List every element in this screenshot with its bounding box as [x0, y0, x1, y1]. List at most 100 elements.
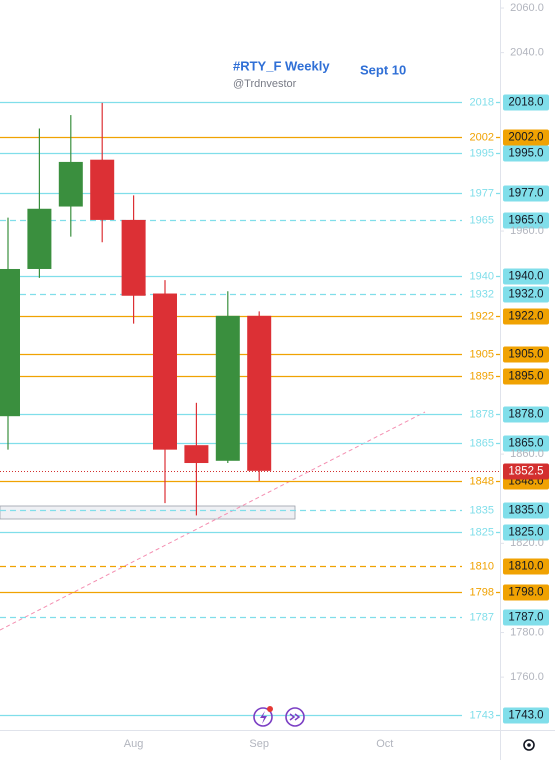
level-label-bg: [462, 287, 496, 302]
lightning-icon[interactable]: [253, 707, 273, 727]
level-label-bg: [462, 610, 496, 625]
y-tick-label: 1960.0: [510, 225, 544, 237]
level-label-bg: [462, 309, 496, 324]
settings-dot: [527, 743, 531, 747]
level-label: 1895: [470, 370, 494, 382]
price-box: [503, 502, 549, 519]
level-label-bg: [462, 474, 496, 489]
last-price-label: 1852.5: [508, 466, 543, 478]
date-note: Sept 10: [360, 62, 406, 77]
candle-body: [153, 293, 177, 450]
level-label-bg: [462, 436, 496, 451]
level-label: 1932: [470, 288, 494, 300]
x-tick-label: Oct: [376, 738, 393, 750]
notification-dot: [267, 706, 273, 712]
y-tick-label: 2040.0: [510, 47, 544, 59]
level-label-bg: [462, 130, 496, 145]
level-label: 1798: [470, 586, 494, 598]
candles: [0, 102, 272, 516]
price-box: [503, 268, 549, 285]
price-box-label: 1922.0: [508, 311, 543, 323]
candle-body: [0, 268, 20, 417]
price-box-label: 1810.0: [508, 561, 543, 573]
candle-body: [215, 315, 240, 461]
price-box: [503, 308, 549, 325]
level-label: 1965: [470, 214, 494, 226]
candle-body: [247, 315, 272, 471]
price-box-label: 2018.0: [508, 97, 543, 109]
candle-body: [58, 161, 83, 207]
settings-icon[interactable]: [523, 739, 535, 751]
level-label-bg: [462, 347, 496, 362]
level-label: 1743: [470, 709, 494, 721]
price-box-label: 1798.0: [508, 587, 543, 599]
price-box: [503, 286, 549, 303]
price-box: [503, 435, 549, 452]
level-label: 2002: [470, 131, 494, 143]
level-label: 1825: [470, 526, 494, 538]
y-tick-label: 1860.0: [510, 448, 544, 460]
price-box-label: 1932.0: [508, 289, 543, 301]
price-box: [503, 558, 549, 575]
price-box: [503, 609, 549, 626]
x-tick-label: Sep: [249, 738, 269, 750]
level-label-bg: [462, 407, 496, 422]
replay-icon[interactable]: [285, 707, 305, 727]
price-box-label: 1825.0: [508, 527, 543, 539]
price-box-label: 1895.0: [508, 371, 543, 383]
price-box-label: 1865.0: [508, 438, 543, 450]
price-box-label: 1835.0: [508, 505, 543, 517]
level-label-bg: [462, 146, 496, 161]
level-label-bg: [462, 269, 496, 284]
level-label: 1865: [470, 437, 494, 449]
level-label: 1835: [470, 504, 494, 516]
candle-body: [184, 445, 209, 464]
level-label: 1940: [470, 270, 494, 282]
price-box-label: 1940.0: [508, 271, 543, 283]
level-label: 2018: [470, 96, 494, 108]
level-label: 1848: [470, 475, 494, 487]
price-box: [503, 129, 549, 146]
price-box: [503, 94, 549, 111]
price-box: [503, 212, 549, 229]
candle-body: [27, 208, 52, 269]
price-box: [503, 368, 549, 385]
price-box: [503, 185, 549, 202]
level-label: 1995: [470, 147, 494, 159]
price-box-label: 1878.0: [508, 409, 543, 421]
level-label-bg: [462, 213, 496, 228]
trend-line: [0, 411, 426, 631]
y-tick-label: 1820.0: [510, 537, 544, 549]
price-box-label: 2002.0: [508, 132, 543, 144]
level-label: 1905: [470, 348, 494, 360]
support-zone: [0, 505, 296, 520]
level-label-bg: [462, 186, 496, 201]
replay-glyph: [289, 713, 301, 721]
price-box-label: 1743.0: [508, 710, 543, 722]
price-box-label: 1905.0: [508, 349, 543, 361]
price-box: [503, 346, 549, 363]
level-label: 1810: [470, 560, 494, 572]
level-label-bg: [462, 525, 496, 540]
price-box-label: 1995.0: [508, 148, 543, 160]
y-tick-label: 1780.0: [510, 626, 544, 638]
price-box-label: 1787.0: [508, 612, 543, 624]
level-label-bg: [462, 95, 496, 110]
price-box: [503, 145, 549, 162]
price-box: [503, 584, 549, 601]
price-box-label: 1965.0: [508, 215, 543, 227]
level-label-bg: [462, 559, 496, 574]
level-label-bg: [462, 708, 496, 723]
lightning-glyph: [260, 711, 267, 724]
candle-body: [121, 219, 146, 296]
level-label-bg: [462, 503, 496, 518]
price-box-label: 1977.0: [508, 188, 543, 200]
last-price-box: [503, 463, 549, 480]
price-box: [503, 707, 549, 724]
price-box: [503, 524, 549, 541]
level-label: 1977: [470, 187, 494, 199]
level-label: 1878: [470, 408, 494, 420]
y-tick-label: 1760.0: [510, 671, 544, 683]
